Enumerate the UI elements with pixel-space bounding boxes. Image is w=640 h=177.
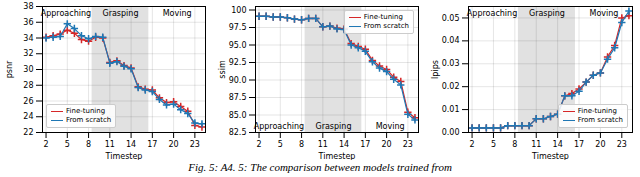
svg-text:17: 17 [360, 140, 370, 149]
svg-text:100: 100 [231, 6, 246, 15]
svg-text:Approaching: Approaching [254, 122, 304, 131]
svg-text:28: 28 [23, 81, 33, 90]
svg-text:5: 5 [491, 140, 496, 149]
svg-text:20: 20 [169, 140, 179, 149]
html-text:From scratch: From scratch [577, 116, 623, 124]
svg-text:14: 14 [126, 140, 136, 149]
svg-text:17: 17 [574, 140, 584, 149]
svg-text:20: 20 [382, 140, 392, 149]
svg-text:24: 24 [23, 112, 33, 121]
svg-text:23: 23 [403, 140, 413, 149]
svg-text:5: 5 [278, 140, 283, 149]
svg-text:11: 11 [531, 140, 541, 149]
svg-text:34: 34 [23, 34, 33, 43]
svg-text:lpips: lpips [431, 60, 440, 79]
svg-text:2: 2 [470, 140, 475, 149]
svg-text:11: 11 [318, 140, 328, 149]
svg-text:17: 17 [147, 140, 157, 149]
html-text:Fine-tuning: Fine-tuning [66, 107, 106, 115]
svg-text:36: 36 [23, 18, 33, 27]
svg-text:32: 32 [23, 49, 33, 58]
svg-text:23: 23 [617, 140, 627, 149]
svg-text:8: 8 [86, 140, 91, 149]
svg-text:85.0: 85.0 [229, 111, 247, 120]
svg-text:2: 2 [43, 140, 48, 149]
svg-text:0.03: 0.03 [442, 59, 460, 68]
svg-text:11: 11 [105, 140, 115, 149]
svg-text:0.00: 0.00 [442, 128, 460, 137]
svg-text:14: 14 [339, 140, 349, 149]
html-text:Fine-tuning: Fine-tuning [363, 13, 403, 21]
svg-text:2: 2 [256, 140, 261, 149]
svg-text:0.04: 0.04 [442, 36, 460, 45]
svg-text:26: 26 [23, 97, 33, 106]
svg-text:8: 8 [512, 140, 517, 149]
svg-text:Grasping: Grasping [102, 9, 138, 18]
svg-text:20: 20 [595, 140, 605, 149]
svg-text:0.05: 0.05 [442, 14, 460, 23]
html-text:From scratch: From scratch [66, 116, 112, 124]
svg-text:ssim: ssim [218, 60, 227, 79]
svg-text:Moving: Moving [376, 122, 405, 131]
svg-text:90.0: 90.0 [229, 76, 247, 85]
svg-text:97.5: 97.5 [229, 23, 247, 32]
svg-text:Approaching: Approaching [467, 9, 517, 18]
svg-text:0.01: 0.01 [442, 105, 460, 114]
svg-text:Moving: Moving [163, 9, 192, 18]
html-text:From scratch: From scratch [363, 22, 409, 30]
html-text:Fig. 5: A4. 5: The comparison: Fig. 5: A4. 5: The comparison between mo… [188, 161, 452, 173]
svg-text:87.5: 87.5 [229, 93, 247, 102]
svg-text:Approaching: Approaching [41, 9, 91, 18]
svg-text:22: 22 [23, 128, 33, 137]
svg-text:Timestep: Timestep [318, 152, 356, 161]
svg-text:psnr: psnr [5, 60, 14, 78]
svg-text:Timestep: Timestep [531, 152, 569, 161]
svg-text:92.5: 92.5 [229, 58, 247, 67]
svg-text:Grasping: Grasping [529, 9, 565, 18]
svg-text:30: 30 [23, 65, 33, 74]
svg-text:Grasping: Grasping [315, 122, 351, 131]
svg-text:82.5: 82.5 [229, 128, 247, 137]
svg-text:5: 5 [65, 140, 70, 149]
svg-text:0.02: 0.02 [442, 82, 460, 91]
svg-text:Timestep: Timestep [105, 152, 143, 161]
svg-text:8: 8 [299, 140, 304, 149]
svg-text:14: 14 [553, 140, 563, 149]
svg-text:95.0: 95.0 [229, 41, 247, 50]
svg-text:38: 38 [23, 2, 33, 11]
svg-text:23: 23 [190, 140, 200, 149]
html-text:Fine-tuning: Fine-tuning [577, 107, 617, 115]
svg-text:Moving: Moving [590, 9, 619, 18]
